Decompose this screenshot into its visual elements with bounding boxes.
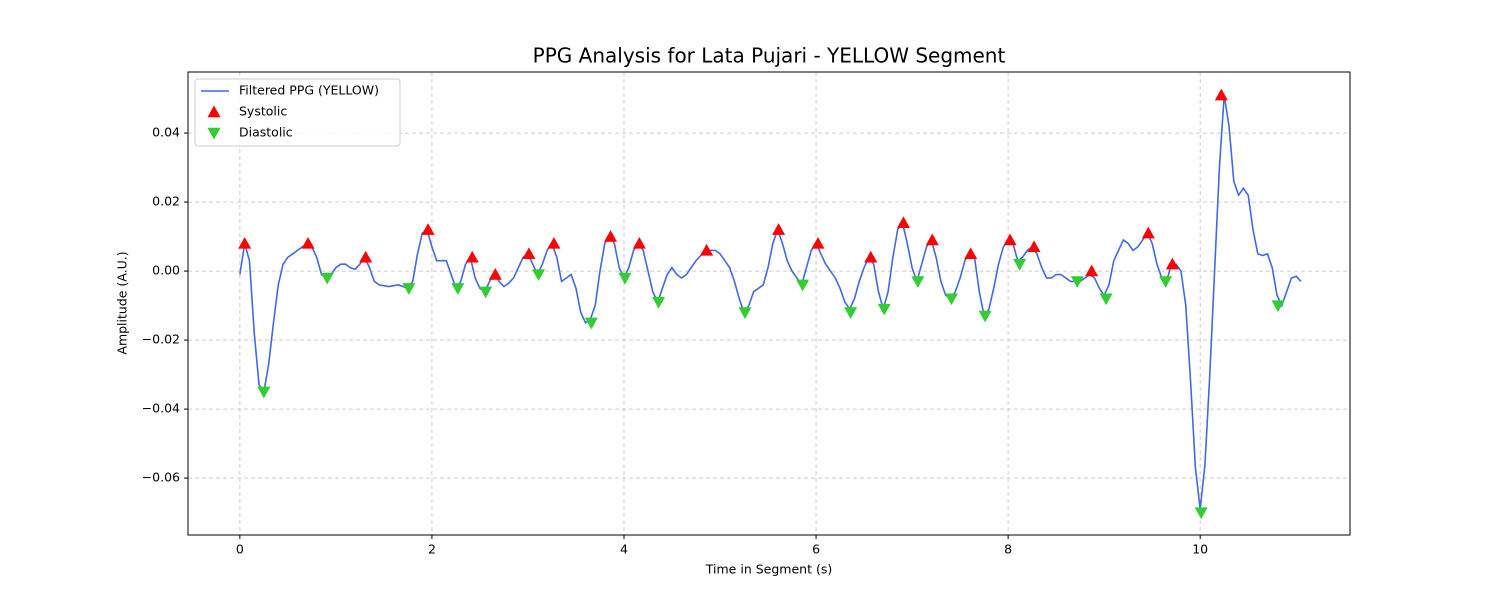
systolic-marker bbox=[700, 243, 714, 256]
x-tick-label: 8 bbox=[1004, 542, 1012, 557]
ppg-line bbox=[239, 94, 1302, 510]
systolic-marker bbox=[547, 236, 561, 249]
y-tick-label: −0.06 bbox=[142, 470, 180, 485]
diastolic-marker bbox=[1070, 276, 1084, 288]
plot-frame bbox=[187, 71, 1351, 536]
y-tick-label: −0.04 bbox=[142, 401, 180, 416]
diastolic-marker bbox=[320, 272, 334, 285]
x-axis-label: Time in Segment (s) bbox=[705, 562, 832, 577]
diastolic-marker bbox=[479, 286, 493, 299]
x-tick-label: 4 bbox=[620, 542, 628, 557]
diastolic-marker bbox=[1159, 276, 1173, 288]
y-tick-label: 0.00 bbox=[152, 263, 180, 278]
systolic-marker bbox=[1085, 264, 1099, 277]
systolic-marker bbox=[632, 236, 646, 249]
diastolic-marker bbox=[911, 276, 925, 288]
x-tick-label: 10 bbox=[1192, 542, 1208, 557]
legend-label: Systolic bbox=[239, 104, 287, 119]
legend-box bbox=[194, 78, 401, 147]
diastolic-marker bbox=[877, 303, 891, 316]
diastolic-marker bbox=[1194, 507, 1208, 520]
diastolic-marker bbox=[402, 283, 416, 295]
diastolic-marker bbox=[451, 283, 465, 295]
diastolic-marker bbox=[652, 296, 666, 309]
diastolic-marker bbox=[738, 307, 752, 319]
systolic-marker bbox=[772, 223, 786, 235]
systolic-marker bbox=[421, 223, 435, 235]
systolic-marker bbox=[1214, 88, 1228, 101]
diastolic-marker bbox=[618, 272, 632, 285]
systolic-marker bbox=[1003, 233, 1017, 246]
legend-swatch bbox=[207, 105, 221, 118]
y-tick-label: −0.02 bbox=[142, 332, 180, 347]
systolic-marker bbox=[811, 236, 825, 249]
legend-swatch bbox=[207, 127, 221, 140]
systolic-marker bbox=[238, 236, 252, 249]
systolic-marker bbox=[925, 233, 939, 246]
systolic-marker bbox=[359, 250, 373, 263]
diastolic-marker bbox=[844, 307, 858, 319]
diastolic-marker bbox=[532, 269, 546, 282]
x-tick-label: 0 bbox=[236, 542, 244, 557]
systolic-marker bbox=[465, 250, 479, 263]
y-axis-label: Amplitude (A.U.) bbox=[115, 251, 130, 354]
diastolic-marker bbox=[1013, 258, 1027, 271]
systolic-marker bbox=[896, 216, 910, 228]
diastolic-marker bbox=[796, 279, 810, 292]
diastolic-marker bbox=[944, 293, 958, 306]
systolic-marker bbox=[1165, 257, 1179, 270]
legend: Filtered PPG (YELLOW) Systolic Diastolic bbox=[194, 78, 401, 147]
diastolic-marker bbox=[1271, 300, 1285, 313]
y-tick-label: 0.02 bbox=[152, 194, 180, 209]
diastolic-marker bbox=[1099, 293, 1113, 306]
systolic-marker bbox=[604, 230, 618, 242]
diastolic-marker bbox=[978, 310, 992, 323]
systolic-marker bbox=[1027, 240, 1041, 253]
x-tick-label: 6 bbox=[812, 542, 820, 557]
diastolic-marker bbox=[257, 386, 271, 399]
systolic-marker bbox=[864, 250, 878, 263]
diastolic-marker bbox=[584, 317, 598, 330]
chart-title: PPG Analysis for Lata Pujari - YELLOW Se… bbox=[533, 44, 1006, 68]
y-tick-label: 0.04 bbox=[152, 125, 180, 140]
systolic-marker bbox=[488, 268, 502, 280]
x-tick-label: 2 bbox=[428, 542, 436, 557]
systolic-marker bbox=[1141, 226, 1155, 239]
systolic-marker bbox=[964, 247, 978, 260]
legend-label: Filtered PPG (YELLOW) bbox=[239, 83, 379, 98]
systolic-marker bbox=[301, 236, 315, 249]
legend-label: Diastolic bbox=[239, 125, 293, 140]
systolic-marker bbox=[522, 247, 536, 260]
